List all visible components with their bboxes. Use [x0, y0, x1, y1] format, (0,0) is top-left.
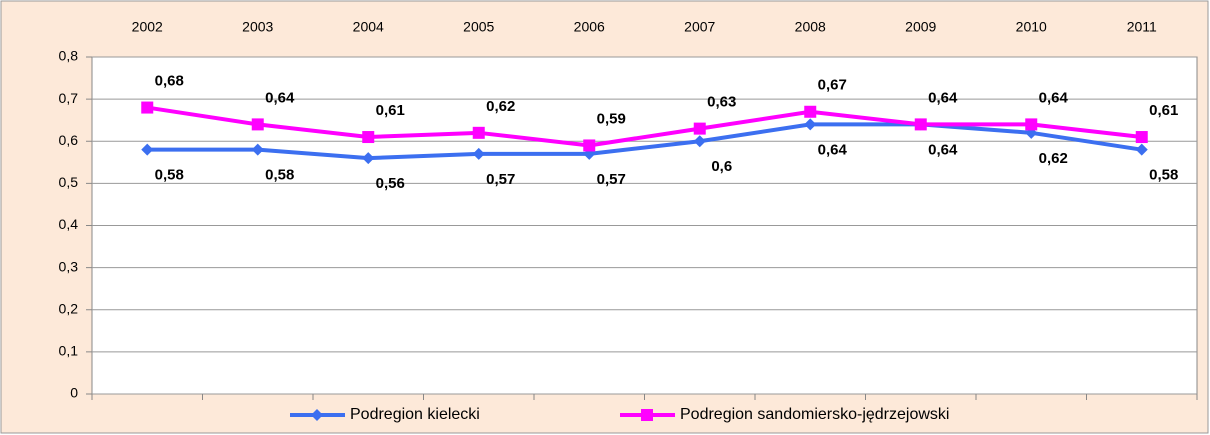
- legend-label: Podregion sandomiersko-jędrzejowski: [680, 406, 949, 423]
- point-marker: [1135, 131, 1148, 144]
- point-marker: [472, 147, 485, 160]
- value-label: 0,64: [265, 89, 295, 106]
- value-label: 0,64: [928, 89, 958, 106]
- value-label: 0,61: [1149, 102, 1178, 119]
- point-marker: [362, 152, 375, 165]
- legend-marker: [311, 409, 323, 421]
- value-label: 0,64: [1039, 89, 1069, 106]
- point-marker: [804, 105, 817, 118]
- point-marker: [141, 143, 154, 156]
- value-label: 0,62: [1039, 150, 1068, 167]
- value-label: 0,57: [486, 171, 515, 188]
- point-marker: [693, 135, 706, 148]
- y-tick-label: 0,7: [59, 90, 79, 106]
- value-label: 0,62: [486, 98, 515, 115]
- x-tick-label: 2005: [463, 19, 494, 35]
- point-marker: [362, 131, 375, 144]
- point-marker: [914, 118, 927, 131]
- point-marker: [1135, 143, 1148, 156]
- value-label: 0,64: [928, 141, 958, 158]
- value-label: 0,58: [1149, 167, 1178, 184]
- x-tick-label: 2002: [132, 19, 163, 35]
- value-label: 0,58: [155, 167, 184, 184]
- value-label: 0,67: [818, 77, 847, 94]
- point-marker: [1025, 118, 1038, 131]
- series-line: [146, 105, 1142, 148]
- point-marker: [141, 101, 154, 114]
- y-tick-label: 0,2: [59, 300, 79, 316]
- x-tick-label: 2011: [1127, 19, 1157, 35]
- value-label: 0,6: [711, 158, 732, 175]
- legend-marker: [641, 409, 653, 421]
- value-label: 0,61: [376, 102, 405, 119]
- x-tick-label: 2008: [795, 19, 826, 35]
- x-tick-label: 2009: [905, 19, 936, 35]
- y-tick-label: 0,5: [59, 174, 79, 190]
- y-tick-label: 0,6: [59, 132, 79, 148]
- x-tick-label: 2006: [574, 19, 605, 35]
- point-marker: [804, 118, 817, 131]
- legend-label: Podregion kielecki: [350, 406, 480, 423]
- point-marker: [583, 139, 596, 152]
- y-tick-label: 0,4: [59, 216, 79, 232]
- y-tick-label: 0: [70, 385, 78, 401]
- point-marker: [251, 143, 264, 156]
- value-label: 0,58: [265, 167, 294, 184]
- value-label: 0,57: [597, 171, 626, 188]
- x-tick-label: 2007: [684, 19, 715, 35]
- value-label: 0,56: [376, 175, 405, 192]
- value-label: 0,64: [818, 141, 848, 158]
- point-marker: [472, 126, 485, 139]
- x-tick-label: 2004: [353, 19, 384, 35]
- x-tick-label: 2010: [1016, 19, 1047, 35]
- point-marker: [251, 118, 264, 131]
- x-tick-label: 2003: [242, 19, 273, 35]
- point-marker: [693, 122, 706, 135]
- value-label: 0,63: [707, 94, 736, 111]
- value-label: 0,59: [597, 110, 626, 127]
- y-tick-label: 0,3: [59, 258, 79, 274]
- series-line: [147, 122, 1143, 161]
- y-tick-label: 0,8: [59, 48, 79, 64]
- value-label: 0,68: [155, 73, 184, 90]
- y-tick-label: 0,1: [59, 343, 79, 359]
